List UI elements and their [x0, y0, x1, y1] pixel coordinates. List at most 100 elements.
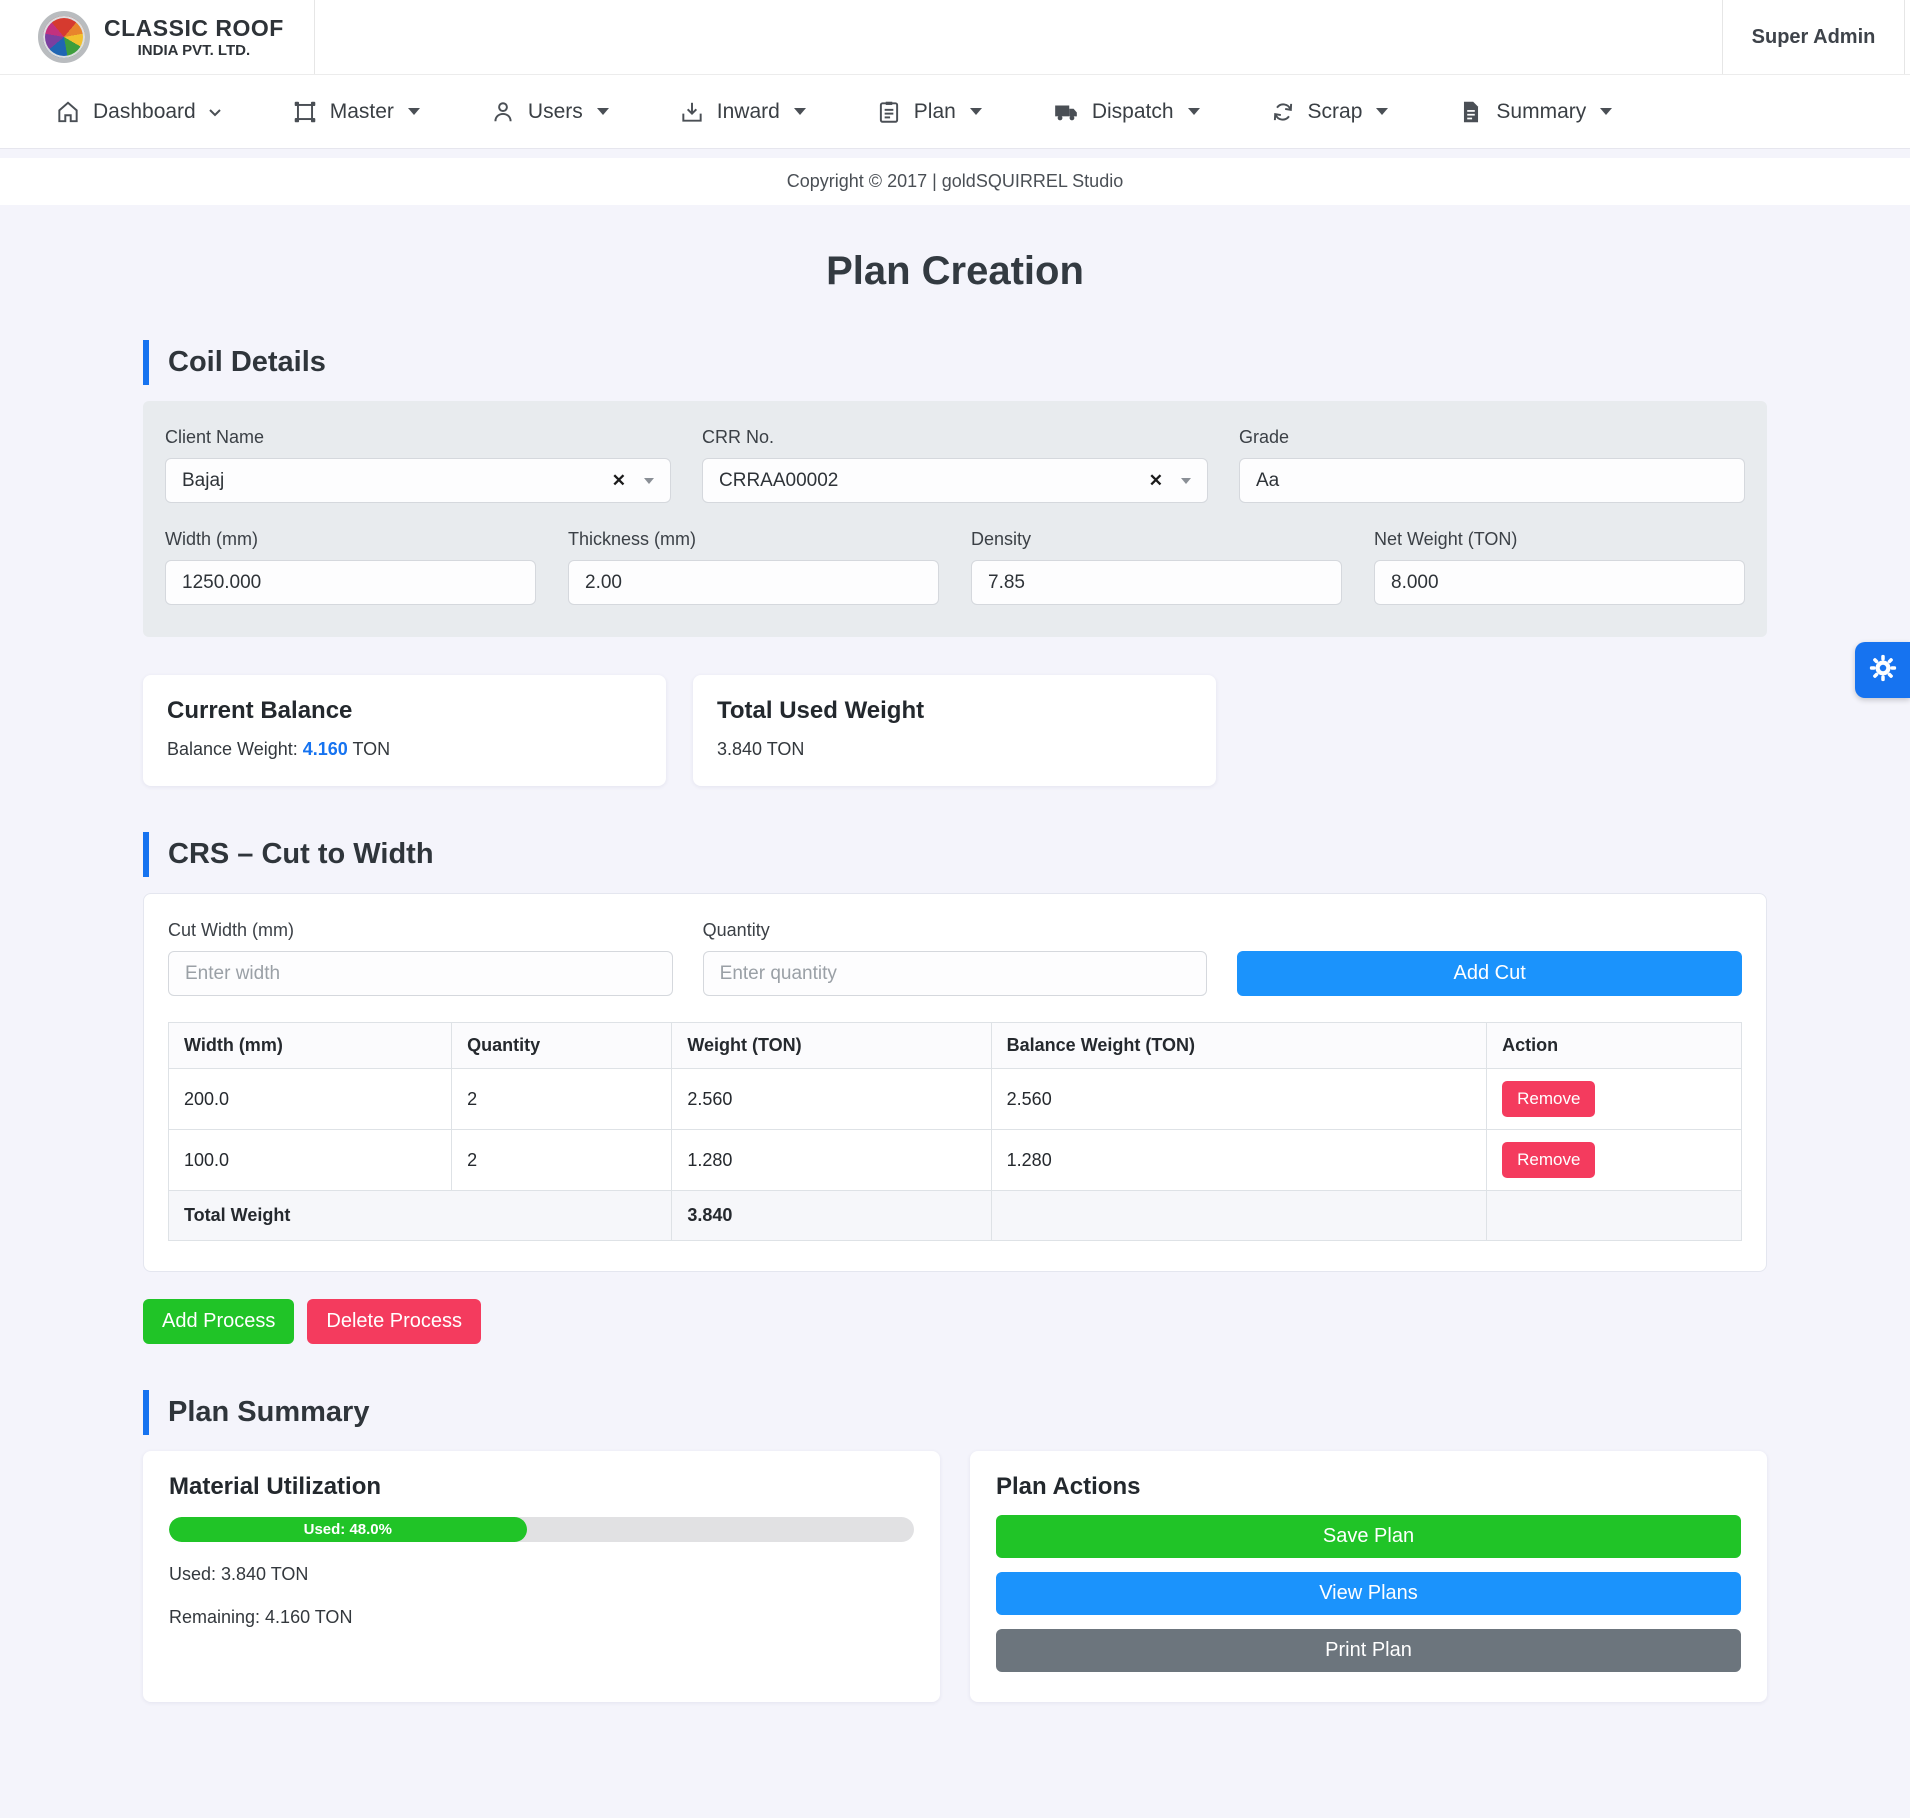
quantity-label: Quantity	[702, 920, 770, 940]
cell-weight: 2.560	[671, 1068, 992, 1130]
nav-item-master[interactable]: Master	[292, 99, 420, 125]
grade-input[interactable]	[1239, 458, 1745, 503]
cell-weight: 1.280	[671, 1129, 992, 1191]
chevron-down-icon	[208, 107, 222, 117]
material-utilization-title: Material Utilization	[169, 1473, 382, 1500]
cell-width: 100.0	[167, 1129, 453, 1191]
col-header-quantity: Quantity	[451, 1022, 673, 1069]
clear-icon[interactable]: ✕	[1148, 470, 1163, 490]
client-name-select[interactable]: Bajaj ✕	[165, 458, 671, 503]
caret-down-icon	[1187, 108, 1200, 115]
crr-no-value: CRRAA00002	[719, 469, 839, 491]
balance-weight-prefix: Balance Weight:	[167, 739, 298, 759]
document-icon	[1458, 99, 1484, 125]
cut-table: Width (mm) Quantity Weight (TON) Balance…	[167, 1022, 1742, 1241]
copyright-text: Copyright © 2017 | goldSQUIRREL Studio	[0, 158, 1910, 205]
col-header-weight: Weight (TON)	[671, 1022, 992, 1069]
truck-icon	[1052, 99, 1080, 125]
client-name-value: Bajaj	[182, 469, 225, 491]
net-weight-field-group: Net Weight (TON)	[1374, 529, 1745, 605]
cut-width-input[interactable]	[168, 951, 673, 996]
nav-label: Scrap	[1307, 99, 1363, 123]
utilization-progress-fill: Used: 48.0%	[169, 1517, 527, 1542]
top-header: CLASSIC ROOF INDIA PVT. LTD. Super Admin	[0, 0, 1910, 75]
caret-down-icon	[1376, 108, 1389, 115]
brand-subtitle: INDIA PVT. LTD.	[137, 41, 251, 59]
col-header-width: Width (mm)	[167, 1022, 453, 1069]
nav-label: Users	[527, 99, 583, 123]
add-process-button[interactable]: Add Process	[143, 1299, 295, 1344]
settings-tab[interactable]	[1855, 642, 1910, 698]
clear-icon[interactable]: ✕	[611, 470, 626, 490]
used-line: Used: 3.840 TON	[169, 1564, 309, 1584]
caret-down-icon[interactable]	[644, 477, 654, 484]
company-logo-icon	[38, 11, 90, 63]
caret-down-icon	[793, 108, 806, 115]
nav-item-plan[interactable]: Plan	[876, 99, 982, 125]
caret-down-icon[interactable]	[1181, 477, 1191, 484]
view-plans-button[interactable]: View Plans	[996, 1572, 1741, 1615]
caret-down-icon	[1600, 108, 1613, 115]
client-name-label: Client Name	[165, 427, 265, 447]
grade-field-group: Grade	[1239, 427, 1745, 503]
main-nav: Dashboard Master Users Inward	[0, 75, 1910, 149]
person-icon	[490, 99, 516, 125]
col-header-balance: Balance Weight (TON)	[990, 1022, 1488, 1069]
current-balance-title: Current Balance	[167, 697, 353, 724]
caret-down-icon	[969, 108, 982, 115]
thickness-label: Thickness (mm)	[568, 529, 697, 549]
nav-label: Dispatch	[1091, 99, 1174, 123]
density-label: Density	[971, 529, 1032, 549]
delete-process-button[interactable]: Delete Process	[307, 1299, 482, 1344]
brand-block: CLASSIC ROOF INDIA PVT. LTD.	[0, 0, 315, 74]
total-weight-label: Total Weight	[167, 1190, 673, 1241]
col-header-action: Action	[1486, 1022, 1742, 1069]
caret-down-icon	[407, 108, 420, 115]
remove-button[interactable]: Remove	[1502, 1142, 1596, 1178]
clipboard-icon	[876, 99, 902, 125]
net-weight-input[interactable]	[1374, 560, 1745, 605]
cell-balance: 1.280	[990, 1129, 1488, 1191]
thickness-input[interactable]	[568, 560, 939, 605]
net-weight-label: Net Weight (TON)	[1374, 529, 1518, 549]
nav-label: Master	[329, 99, 394, 123]
table-header-row: Width (mm) Quantity Weight (TON) Balance…	[167, 1022, 1742, 1069]
width-field-group: Width (mm)	[165, 529, 536, 605]
utilization-progress-label: Used: 48.0%	[303, 1521, 392, 1538]
nav-label: Summary	[1496, 99, 1587, 123]
total-used-weight-card: Total Used Weight 3.840 TON	[693, 675, 1216, 786]
nav-gap	[0, 149, 1910, 158]
cell-width: 200.0	[167, 1068, 453, 1130]
nav-item-scrap[interactable]: Scrap	[1270, 99, 1389, 125]
add-cut-group: Add Cut	[1237, 951, 1742, 996]
nav-item-inward[interactable]: Inward	[679, 99, 806, 125]
save-plan-button[interactable]: Save Plan	[996, 1515, 1741, 1558]
user-menu[interactable]: Super Admin	[1722, 0, 1905, 74]
crs-heading: CRS – Cut to Width	[143, 832, 1767, 877]
remove-button[interactable]: Remove	[1502, 1081, 1596, 1117]
nav-item-users[interactable]: Users	[490, 99, 609, 125]
table-row: 200.0 2 2.560 2.560 Remove	[167, 1068, 1742, 1130]
home-icon	[55, 99, 81, 125]
inward-tray-icon	[679, 99, 705, 125]
nav-item-dispatch[interactable]: Dispatch	[1052, 99, 1200, 125]
nav-label: Dashboard	[93, 99, 196, 123]
print-plan-button[interactable]: Print Plan	[996, 1629, 1741, 1672]
balance-weight-unit: TON	[352, 739, 391, 759]
page-title: Plan Creation	[826, 249, 1084, 293]
gear-icon	[1868, 653, 1898, 688]
nav-label: Inward	[716, 99, 780, 123]
quantity-input[interactable]	[702, 951, 1208, 996]
quantity-field-group: Quantity	[702, 920, 1208, 996]
cell-quantity: 2	[451, 1068, 673, 1130]
nav-item-dashboard[interactable]: Dashboard	[55, 99, 222, 125]
plan-actions-title: Plan Actions	[996, 1473, 1141, 1500]
density-input[interactable]	[971, 560, 1342, 605]
coil-details-heading: Coil Details	[143, 340, 1767, 385]
current-balance-card: Current Balance Balance Weight: 4.160 TO…	[143, 675, 666, 786]
nav-item-summary[interactable]: Summary	[1458, 99, 1613, 125]
width-input[interactable]	[165, 560, 536, 605]
crr-no-select[interactable]: CRRAA00002 ✕	[702, 458, 1208, 503]
add-cut-button[interactable]: Add Cut	[1237, 951, 1742, 996]
